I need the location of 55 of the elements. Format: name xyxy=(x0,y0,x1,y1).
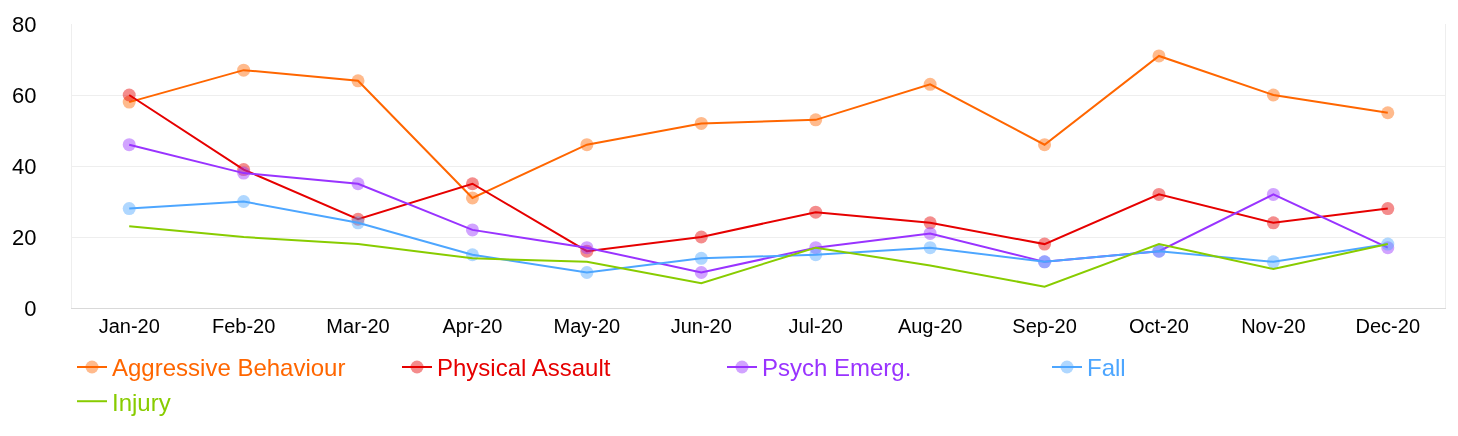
point xyxy=(1038,138,1052,152)
legend-label: Injury xyxy=(112,388,171,416)
point xyxy=(465,177,479,191)
point xyxy=(351,177,365,191)
x-tick-label: Aug-20 xyxy=(897,315,963,337)
x-tick-label: May-20 xyxy=(553,315,621,337)
x-tick-label: Apr-20 xyxy=(442,315,503,337)
point xyxy=(809,113,823,127)
y-tick-label: 20 xyxy=(12,224,37,250)
point xyxy=(122,138,136,152)
x-tick-label: Jul-20 xyxy=(788,315,843,337)
legend-label: Physical Assault xyxy=(437,354,611,382)
y-tick-label: 40 xyxy=(12,153,37,179)
point xyxy=(1381,202,1395,216)
point xyxy=(122,202,136,216)
point xyxy=(809,205,823,219)
legend-label: Psych Emerg. xyxy=(762,354,912,382)
x-tick-label: Nov-20 xyxy=(1241,315,1306,337)
point xyxy=(1381,106,1395,120)
legend-label: Fall xyxy=(1087,354,1126,382)
y-tick-label: 0 xyxy=(24,295,37,321)
point xyxy=(694,266,708,279)
point xyxy=(694,116,708,130)
point xyxy=(237,195,251,208)
point xyxy=(351,74,365,88)
y-tick-label: 60 xyxy=(12,82,37,108)
point xyxy=(694,251,708,265)
point xyxy=(923,77,937,91)
point xyxy=(237,63,251,77)
point xyxy=(1266,255,1280,269)
legend-label: Aggressive Behaviour xyxy=(112,354,346,382)
point xyxy=(580,266,594,279)
point xyxy=(1152,187,1166,201)
point xyxy=(1266,216,1280,230)
x-tick-label: Feb-20 xyxy=(211,315,276,337)
point xyxy=(1152,49,1166,63)
y-tick-label: 80 xyxy=(12,11,37,37)
x-tick-label: Sep-20 xyxy=(1012,315,1077,337)
x-tick-label: Oct-20 xyxy=(1128,315,1189,337)
point xyxy=(1038,237,1052,251)
x-tick-label: Dec-20 xyxy=(1355,315,1421,337)
point xyxy=(465,191,479,205)
point xyxy=(1266,88,1280,102)
point xyxy=(923,241,937,255)
point xyxy=(923,226,937,240)
x-tick-label: Mar-20 xyxy=(326,315,390,337)
point xyxy=(122,88,136,102)
point xyxy=(809,248,823,262)
x-tick-label: Jun-20 xyxy=(670,315,732,337)
point xyxy=(580,138,594,152)
point xyxy=(351,216,365,230)
point xyxy=(465,223,479,237)
point xyxy=(1266,187,1280,201)
point xyxy=(694,230,708,244)
x-tick-label: Jan-20 xyxy=(98,315,160,337)
